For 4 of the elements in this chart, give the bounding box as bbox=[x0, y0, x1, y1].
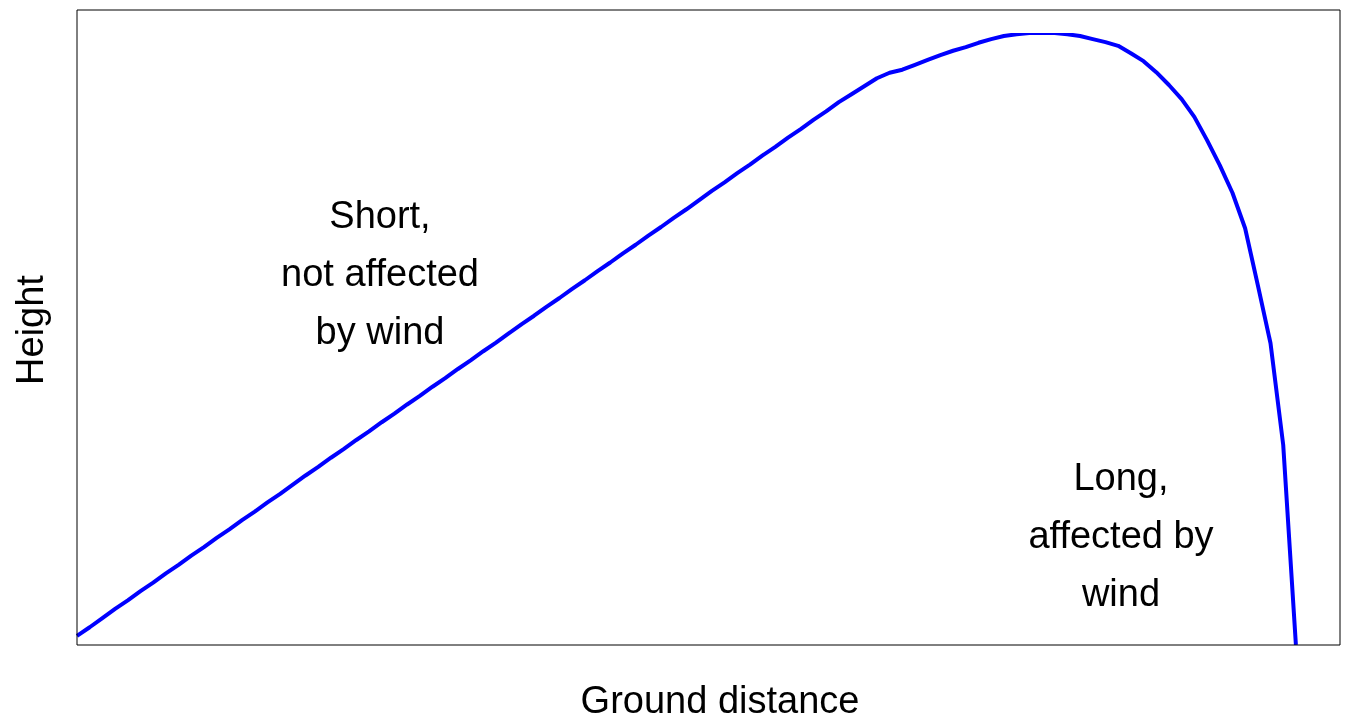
annotation: Short, not affected by wind bbox=[281, 193, 479, 354]
y-axis-title: Height bbox=[8, 275, 52, 385]
annotation: Long, affected by wind bbox=[1028, 455, 1214, 616]
x-axis-title: Ground distance bbox=[580, 678, 860, 719]
